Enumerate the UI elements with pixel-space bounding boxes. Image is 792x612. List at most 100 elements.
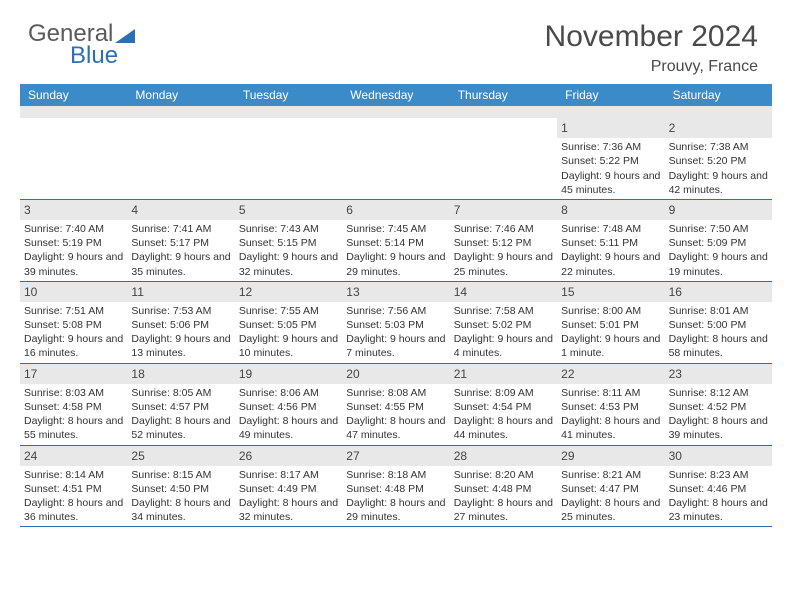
sunrise-text: Sunrise: 7:51 AM	[24, 304, 123, 318]
daylight-text: Daylight: 9 hours and 29 minutes.	[346, 250, 445, 278]
daylight-text: Daylight: 9 hours and 35 minutes.	[131, 250, 230, 278]
day-header: Thursday	[450, 84, 557, 106]
sunset-text: Sunset: 4:51 PM	[24, 482, 123, 496]
sunrise-text: Sunrise: 8:14 AM	[24, 468, 123, 482]
day-cell: 9Sunrise: 7:50 AMSunset: 5:09 PMDaylight…	[665, 200, 772, 281]
day-cell: 23Sunrise: 8:12 AMSunset: 4:52 PMDayligh…	[665, 364, 772, 445]
sunrise-text: Sunrise: 8:17 AM	[239, 468, 338, 482]
daylight-text: Daylight: 8 hours and 39 minutes.	[669, 414, 768, 442]
week-row: 10Sunrise: 7:51 AMSunset: 5:08 PMDayligh…	[20, 282, 772, 364]
day-number: 29	[557, 446, 664, 466]
sunrise-text: Sunrise: 8:20 AM	[454, 468, 553, 482]
day-number: 22	[557, 364, 664, 384]
sunrise-text: Sunrise: 8:15 AM	[131, 468, 230, 482]
day-number: 23	[665, 364, 772, 384]
day-cell: 26Sunrise: 8:17 AMSunset: 4:49 PMDayligh…	[235, 446, 342, 527]
sunset-text: Sunset: 4:53 PM	[561, 400, 660, 414]
sunrise-text: Sunrise: 7:40 AM	[24, 222, 123, 236]
day-cell: 2Sunrise: 7:38 AMSunset: 5:20 PMDaylight…	[665, 118, 772, 199]
daylight-text: Daylight: 8 hours and 25 minutes.	[561, 496, 660, 524]
sunrise-text: Sunrise: 7:36 AM	[561, 140, 660, 154]
week-row: 17Sunrise: 8:03 AMSunset: 4:58 PMDayligh…	[20, 364, 772, 446]
sunrise-text: Sunrise: 7:48 AM	[561, 222, 660, 236]
sunset-text: Sunset: 5:03 PM	[346, 318, 445, 332]
title-block: November 2024 Prouvy, France	[545, 20, 758, 76]
sunrise-text: Sunrise: 8:18 AM	[346, 468, 445, 482]
day-header: Tuesday	[235, 84, 342, 106]
weeks-container: 1Sunrise: 7:36 AMSunset: 5:22 PMDaylight…	[20, 118, 772, 527]
sunrise-text: Sunrise: 8:09 AM	[454, 386, 553, 400]
daylight-text: Daylight: 8 hours and 47 minutes.	[346, 414, 445, 442]
daylight-text: Daylight: 9 hours and 42 minutes.	[669, 169, 768, 197]
daylight-text: Daylight: 9 hours and 1 minute.	[561, 332, 660, 360]
daylight-text: Daylight: 9 hours and 32 minutes.	[239, 250, 338, 278]
daylight-text: Daylight: 9 hours and 10 minutes.	[239, 332, 338, 360]
sunset-text: Sunset: 4:56 PM	[239, 400, 338, 414]
day-cell: 28Sunrise: 8:20 AMSunset: 4:48 PMDayligh…	[450, 446, 557, 527]
day-cell: 18Sunrise: 8:05 AMSunset: 4:57 PMDayligh…	[127, 364, 234, 445]
day-cell: 16Sunrise: 8:01 AMSunset: 5:00 PMDayligh…	[665, 282, 772, 363]
daylight-text: Daylight: 9 hours and 39 minutes.	[24, 250, 123, 278]
day-header: Sunday	[20, 84, 127, 106]
day-cell: 20Sunrise: 8:08 AMSunset: 4:55 PMDayligh…	[342, 364, 449, 445]
daylight-text: Daylight: 8 hours and 44 minutes.	[454, 414, 553, 442]
day-cell: 17Sunrise: 8:03 AMSunset: 4:58 PMDayligh…	[20, 364, 127, 445]
location-label: Prouvy, France	[545, 58, 758, 76]
sunrise-text: Sunrise: 7:43 AM	[239, 222, 338, 236]
header: GeneralBlue November 2024 Prouvy, France	[0, 0, 792, 84]
day-number: 7	[450, 200, 557, 220]
week-row: 3Sunrise: 7:40 AMSunset: 5:19 PMDaylight…	[20, 200, 772, 282]
day-number: 19	[235, 364, 342, 384]
sunrise-text: Sunrise: 8:01 AM	[669, 304, 768, 318]
day-cell: 6Sunrise: 7:45 AMSunset: 5:14 PMDaylight…	[342, 200, 449, 281]
sunset-text: Sunset: 4:48 PM	[454, 482, 553, 496]
sunset-text: Sunset: 5:12 PM	[454, 236, 553, 250]
sunset-text: Sunset: 4:54 PM	[454, 400, 553, 414]
daylight-text: Daylight: 9 hours and 45 minutes.	[561, 169, 660, 197]
daylight-text: Daylight: 9 hours and 4 minutes.	[454, 332, 553, 360]
sunset-text: Sunset: 4:46 PM	[669, 482, 768, 496]
day-number: 26	[235, 446, 342, 466]
sunset-text: Sunset: 4:57 PM	[131, 400, 230, 414]
daylight-text: Daylight: 8 hours and 49 minutes.	[239, 414, 338, 442]
logo-triangle-icon	[115, 27, 135, 48]
day-header: Saturday	[665, 84, 772, 106]
daylight-text: Daylight: 9 hours and 13 minutes.	[131, 332, 230, 360]
daylight-text: Daylight: 8 hours and 27 minutes.	[454, 496, 553, 524]
day-headers-row: Sunday Monday Tuesday Wednesday Thursday…	[20, 84, 772, 106]
day-cell: 4Sunrise: 7:41 AMSunset: 5:17 PMDaylight…	[127, 200, 234, 281]
day-cell: 8Sunrise: 7:48 AMSunset: 5:11 PMDaylight…	[557, 200, 664, 281]
day-number: 20	[342, 364, 449, 384]
daylight-text: Daylight: 9 hours and 22 minutes.	[561, 250, 660, 278]
day-cell: 12Sunrise: 7:55 AMSunset: 5:05 PMDayligh…	[235, 282, 342, 363]
sunset-text: Sunset: 4:50 PM	[131, 482, 230, 496]
day-cell: 24Sunrise: 8:14 AMSunset: 4:51 PMDayligh…	[20, 446, 127, 527]
sunset-text: Sunset: 5:06 PM	[131, 318, 230, 332]
sunset-text: Sunset: 5:08 PM	[24, 318, 123, 332]
day-header: Monday	[127, 84, 234, 106]
sunrise-text: Sunrise: 7:50 AM	[669, 222, 768, 236]
sunset-text: Sunset: 5:01 PM	[561, 318, 660, 332]
daylight-text: Daylight: 9 hours and 25 minutes.	[454, 250, 553, 278]
day-cell	[20, 118, 127, 199]
day-cell: 3Sunrise: 7:40 AMSunset: 5:19 PMDaylight…	[20, 200, 127, 281]
day-cell: 15 Sunrise: 8:00 AMSunset: 5:01 PMDayligh…	[557, 282, 664, 363]
sunrise-text: Sunrise: 7:38 AM	[669, 140, 768, 154]
day-number: 21	[450, 364, 557, 384]
day-cell: 10Sunrise: 7:51 AMSunset: 5:08 PMDayligh…	[20, 282, 127, 363]
page-title: November 2024	[545, 20, 758, 54]
sunset-text: Sunset: 5:02 PM	[454, 318, 553, 332]
sunrise-text: Sunrise: 8:06 AM	[239, 386, 338, 400]
sunrise-text: Sunrise: 8:23 AM	[669, 468, 768, 482]
sunrise-text: Sunrise: 7:53 AM	[131, 304, 230, 318]
sunrise-text: Sunrise: 7:58 AM	[454, 304, 553, 318]
day-cell	[235, 118, 342, 199]
daylight-text: Daylight: 8 hours and 32 minutes.	[239, 496, 338, 524]
sunrise-text: Sunrise: 7:55 AM	[239, 304, 338, 318]
day-cell: 14Sunrise: 7:58 AMSunset: 5:02 PMDayligh…	[450, 282, 557, 363]
day-number: 6	[342, 200, 449, 220]
day-number: 15	[557, 282, 664, 302]
day-cell	[342, 118, 449, 199]
day-number: 2	[665, 118, 772, 138]
sunrise-text: Sunrise: 8:00 AM	[561, 304, 660, 318]
